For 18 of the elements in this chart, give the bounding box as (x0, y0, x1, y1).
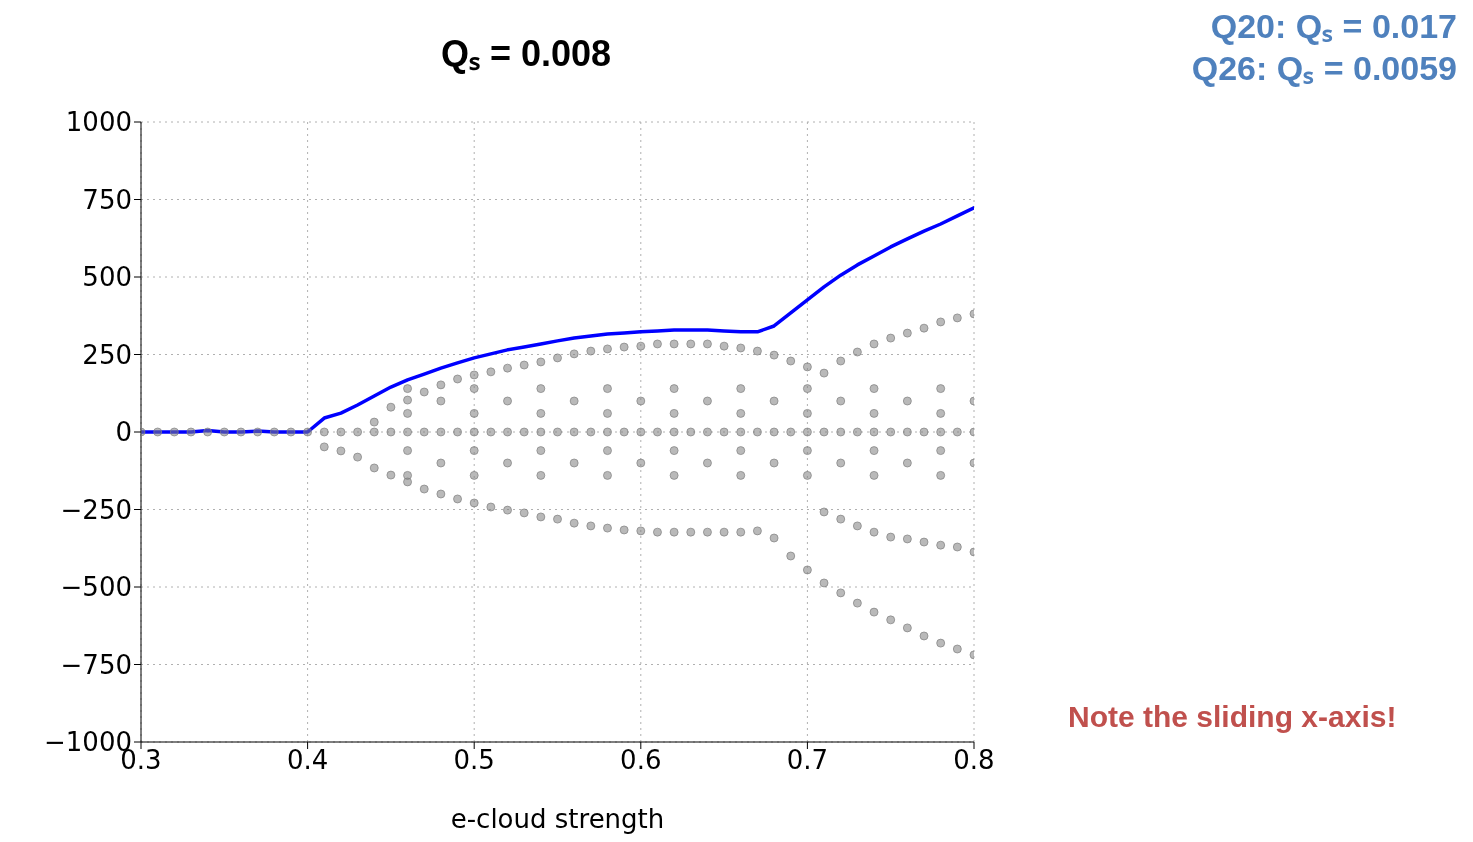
x-tick-label: 0.6 (620, 745, 662, 776)
chart-title: Qₛ = 0.008 (439, 32, 613, 76)
text: Q26: Qₛ = 0.0059 (1191, 48, 1457, 89)
y-tick-label: 750 (82, 184, 132, 215)
x-axis-title: e-cloud strength (450, 804, 665, 834)
y-tick-label: −500 (60, 572, 132, 603)
x-tick-label: 0.5 (453, 745, 495, 776)
x-tick-label: 0.7 (786, 745, 829, 776)
y-tick-label: −750 (60, 649, 132, 680)
y-tick-label: 0 (115, 417, 132, 448)
y-tick-label: 500 (82, 262, 132, 293)
y-tick-label: 250 (82, 339, 132, 370)
y-tick-label: 1000 (65, 107, 132, 138)
text: Note the sliding x-axis! (1068, 700, 1397, 734)
x-tick-label: 0.4 (286, 745, 329, 776)
x-tick-label: 0.8 (953, 745, 995, 776)
y-tick-label: −250 (60, 494, 132, 525)
text: Q20: Qₛ = 0.017 (1210, 6, 1457, 47)
